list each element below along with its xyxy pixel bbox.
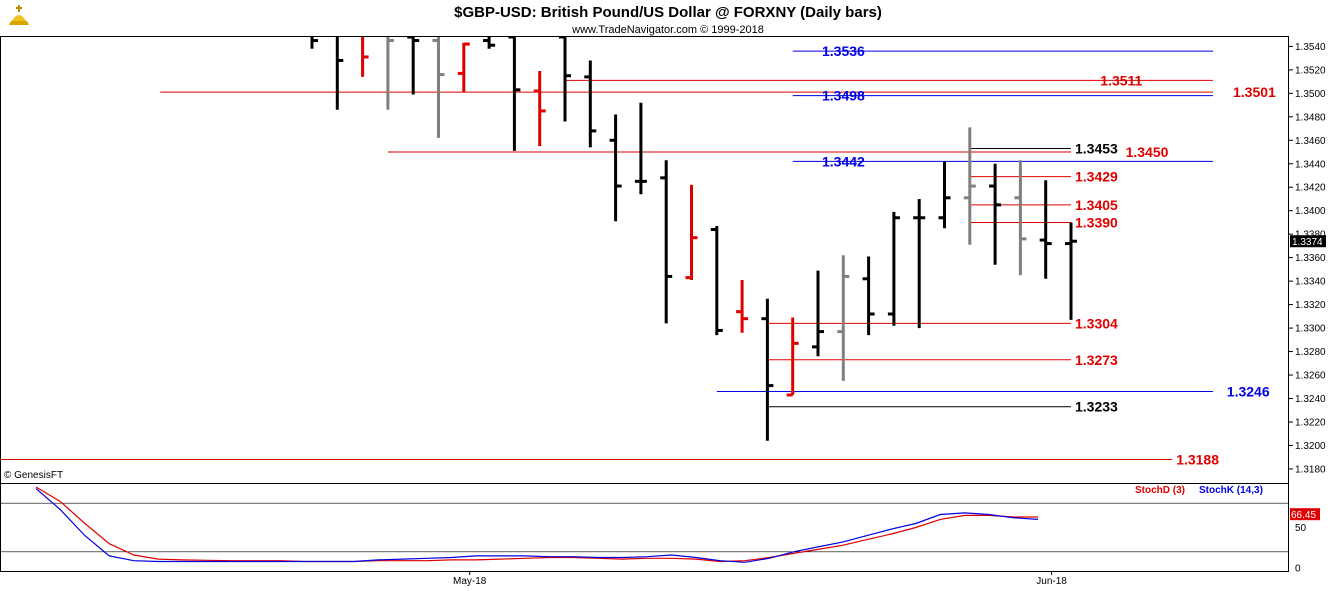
level-label: 1.3273 [1075, 352, 1118, 368]
y-tick-label: 1.3320 [1295, 300, 1326, 311]
level-label: 1.3450 [1126, 144, 1169, 160]
y-tick-label: 1.3480 [1295, 112, 1326, 123]
last-price-label: 1.3374 [1292, 237, 1323, 248]
x-tick-label: May-18 [453, 576, 487, 587]
level-label: 1.3442 [822, 153, 865, 169]
chart-title: $GBP-USD: British Pound/US Dollar @ FORX… [454, 4, 882, 21]
price-panel-frame [0, 36, 1289, 484]
chart-subtitle: www.TradeNavigator.com © 1999-2018 [571, 24, 764, 36]
y-tick-label: 1.3340 [1295, 277, 1326, 288]
indicator-legend-item: StochD (3) [1135, 485, 1185, 496]
y-tick-label: 1.3200 [1295, 441, 1326, 452]
y-tick-label: 1.3400 [1295, 206, 1326, 217]
level-label: 1.3429 [1075, 169, 1118, 185]
level-label: 1.3188 [1176, 452, 1219, 468]
y-tick-label: 1.3360 [1295, 253, 1326, 264]
copyright-label: © GenesisFT [4, 470, 63, 481]
level-label: 1.3501 [1233, 84, 1276, 100]
level-label: 1.3233 [1075, 399, 1118, 415]
last-price-box [1290, 235, 1326, 248]
ind-last-value-box [1290, 508, 1320, 521]
logo-icon [4, 3, 34, 31]
y-tick-label: 1.3300 [1295, 324, 1326, 335]
y-tick-label: 1.3260 [1295, 371, 1326, 382]
level-label: 1.3246 [1227, 383, 1270, 399]
y-tick-label: 1.3240 [1295, 394, 1326, 405]
level-label: 1.3536 [822, 43, 865, 59]
y-tick-label: 1.3460 [1295, 136, 1326, 147]
level-label: 1.3511 [1100, 72, 1142, 88]
ind-tick-label: 50 [1295, 523, 1307, 534]
indicator-legend-item: StochK (14,3) [1199, 485, 1263, 496]
y-tick-label: 1.3180 [1295, 464, 1326, 475]
ind-last-value-label: 66.45 [1291, 510, 1316, 521]
y-tick-label: 1.3540 [1295, 42, 1326, 53]
y-tick-label: 1.3220 [1295, 417, 1326, 428]
level-label: 1.3390 [1075, 214, 1118, 230]
y-tick-label: 1.3520 [1295, 65, 1326, 76]
stoch-series-line [35, 488, 1039, 563]
level-label: 1.3405 [1075, 197, 1118, 213]
level-label: 1.3498 [822, 88, 865, 104]
level-label: 1.3453 [1075, 141, 1118, 157]
indicator-lines [35, 486, 1039, 563]
y-tick-label: 1.3440 [1295, 159, 1326, 170]
y-tick-label: 1.3380 [1295, 230, 1326, 241]
y-tick-label: 1.3420 [1295, 183, 1326, 194]
ind-tick-label: 0 [1295, 564, 1301, 575]
x-tick-label: Jun-18 [1036, 576, 1067, 587]
y-tick-label: 1.3500 [1295, 89, 1326, 100]
y-tick-label: 1.3280 [1295, 347, 1326, 358]
level-label: 1.3304 [1075, 315, 1118, 331]
stoch-series-line [35, 486, 1038, 563]
